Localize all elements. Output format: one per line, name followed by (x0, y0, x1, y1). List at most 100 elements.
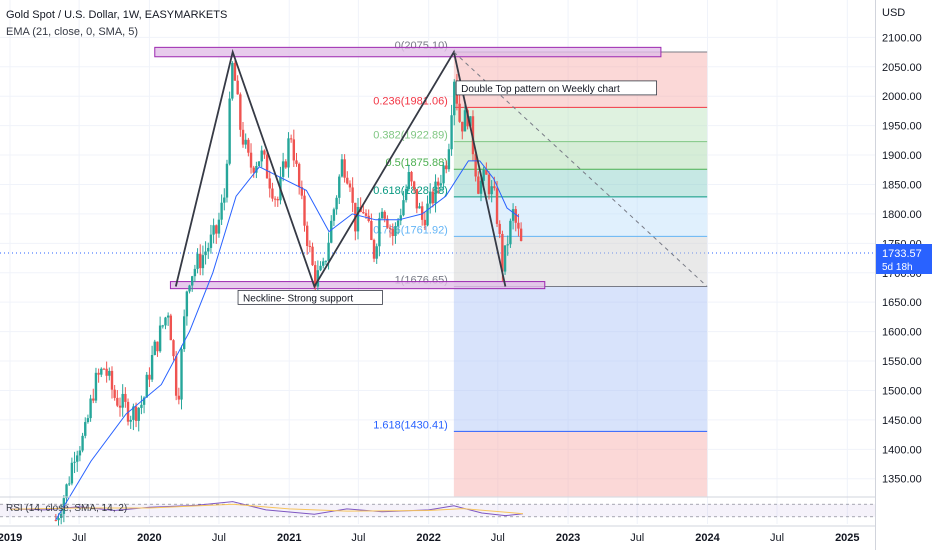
ema-legend[interactable]: EMA (21, close, 0, SMA, 5) (6, 26, 139, 38)
candle-body (447, 149, 451, 170)
fib-level-label: 0.382(1922.89) (373, 130, 448, 142)
fib-zone (453, 236, 708, 287)
candle-body (391, 228, 394, 237)
candle-body (420, 206, 424, 220)
candle-body (150, 354, 154, 380)
rsi-pane (0, 496, 875, 527)
candle-body (380, 211, 384, 219)
price-axis[interactable]: USD 2100.00 2050.00 2000.00 1950.00 1900.00 18… (876, 0, 932, 550)
candle-body (327, 242, 330, 261)
candle-body (86, 418, 90, 423)
candle-body (236, 80, 239, 95)
candle-body (276, 199, 279, 201)
symbol-legend[interactable]: Gold Spot / U.S. Dollar, 1W, EASYMARKETS (6, 9, 228, 21)
price-tick-label: 1450.00 (882, 415, 922, 427)
candle-body (375, 246, 378, 259)
candle-body (137, 407, 140, 421)
candle-body (220, 202, 223, 220)
candle-body (116, 397, 119, 406)
neckline-label: Neckline- Strong support (243, 293, 353, 304)
candle-body (164, 317, 167, 326)
double-top-label-box (455, 80, 657, 96)
candle-body (156, 341, 159, 352)
candle-body (113, 389, 116, 398)
neckline-label-box (237, 290, 383, 305)
time-tick-label: 2021 (277, 532, 301, 544)
candle-body (498, 223, 501, 234)
price-tick-label: 1550.00 (882, 356, 922, 368)
candle-body (70, 462, 74, 484)
candle-body (300, 187, 304, 196)
price-tick-label: 1500.00 (882, 385, 922, 397)
candle-body (73, 461, 76, 463)
fib-zone (453, 196, 708, 237)
candle-body (217, 219, 221, 234)
candle-body (177, 395, 181, 400)
candle-body (158, 325, 162, 352)
candle-body (233, 62, 237, 81)
candle-body (295, 160, 298, 164)
candle-body (209, 234, 213, 248)
candle-body (316, 270, 320, 287)
candle-body (271, 188, 274, 199)
candle-body (105, 368, 108, 376)
candle-body (59, 513, 63, 518)
candle-body (479, 180, 483, 194)
price-tick-label: 1850.00 (882, 179, 922, 191)
candle-body (169, 315, 173, 341)
candle-body (81, 435, 84, 451)
candle-body (241, 129, 245, 145)
candle-body (423, 219, 427, 226)
candlestick-series (54, 59, 523, 526)
rsi-legend[interactable]: RSI (14, close, SMA, 14, 2) (6, 503, 128, 514)
candle-body (418, 206, 421, 209)
candle-body (215, 225, 218, 234)
candle-body (493, 186, 496, 189)
candle-body (314, 265, 317, 287)
candle-body (161, 325, 164, 327)
candle-body (372, 239, 376, 259)
candle-body (297, 163, 301, 188)
candle-body (84, 422, 87, 436)
price-tick-label: 1650.00 (882, 297, 922, 309)
time-tick-label: Jul (351, 532, 365, 544)
candle-body (428, 191, 432, 204)
candle-body (265, 154, 269, 179)
time-tick-label: Jul (491, 532, 505, 544)
last-price-badge (876, 244, 932, 275)
candle-body (129, 419, 132, 422)
candle-body (145, 374, 148, 398)
candle-body (257, 161, 261, 167)
time-axis[interactable]: 2019 Jul 2020 Jul 2021 Jul 2022 Jul 2023 Jul 2024 J… (0, 532, 860, 544)
candle-body (404, 188, 408, 201)
candle-body (231, 62, 234, 99)
candle-body (343, 159, 346, 178)
candle-body (239, 94, 242, 130)
candle-body (319, 265, 322, 271)
candle-body (54, 519, 58, 521)
candle-body (140, 404, 143, 408)
candle-body (284, 161, 287, 168)
candle-body (247, 139, 250, 153)
candle-body (346, 177, 349, 184)
candle-body (289, 138, 293, 140)
price-tick-label: 1950.00 (882, 121, 922, 133)
axis-divider (875, 0, 876, 550)
candle-body (394, 226, 397, 237)
price-tick-label: 1400.00 (882, 444, 922, 456)
price-tick-label: 2100.00 (882, 32, 922, 44)
candle-body (431, 191, 435, 204)
candle-body (191, 276, 194, 286)
price-tick-label: 2000.00 (882, 91, 922, 103)
candle-body (469, 116, 472, 127)
ema-series-line (55, 160, 520, 521)
candle-body (199, 253, 202, 269)
chart-annotations: Double Top pattern on Weekly chart Neckli… (237, 80, 657, 305)
candle-body (201, 255, 205, 269)
time-tick-label: Jul (212, 532, 226, 544)
candle-body (402, 200, 405, 216)
candle-body (378, 218, 381, 247)
candle-body (153, 341, 156, 355)
candle-body (166, 315, 170, 318)
